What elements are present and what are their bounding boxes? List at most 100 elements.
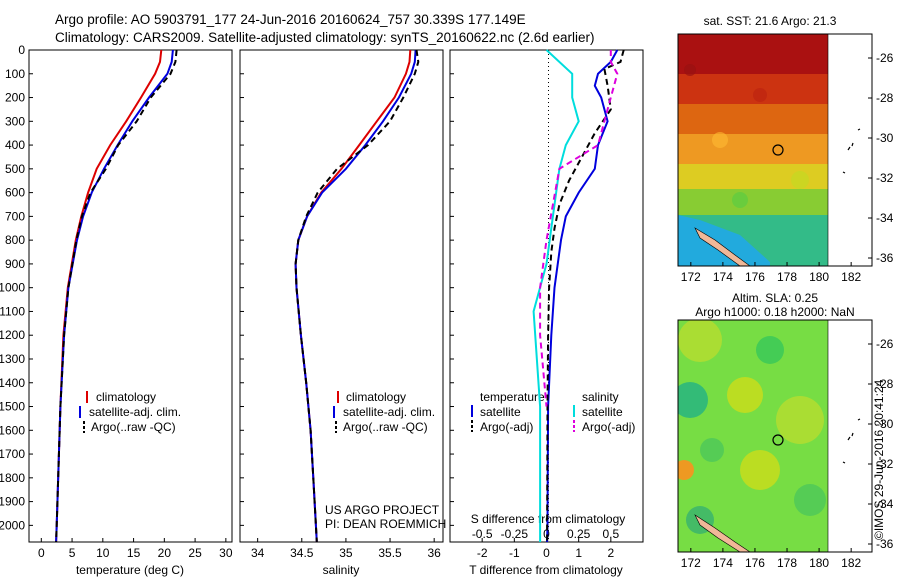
x-tick-label: 20: [158, 546, 172, 560]
series-line-s-satellite: [532, 49, 580, 542]
depth-tick-label: 1100: [0, 304, 25, 318]
map-latitude-label: -28: [876, 91, 894, 105]
s-difference-tick-label: 0.5: [602, 527, 619, 541]
depth-tick-label: 200: [5, 91, 25, 105]
depth-tick-label: 1700: [0, 447, 25, 461]
map-latitude-label: -36: [876, 251, 894, 265]
map-longitude-label: 180: [809, 270, 829, 284]
depth-tick-label: 800: [5, 233, 25, 247]
sla-argo-position-marker: [772, 434, 784, 446]
sla-map-title-line-2: Argo h1000: 0.18 h2000: NaN: [695, 305, 854, 319]
x-tick-label: -1: [509, 546, 520, 560]
depth-tick-label: 600: [5, 186, 25, 200]
sst-map: [678, 34, 828, 266]
legend-t-argo: Argo(-adj): [480, 420, 533, 434]
legend-t-satellite: satellite: [480, 405, 521, 419]
series-line-s-argo-adj-: [539, 50, 619, 407]
pi-annotation: PI: DEAN ROEMMICH: [325, 517, 446, 531]
x-tick-label: 36: [427, 546, 441, 560]
salinity-legend: climatology satellite-adj. clim. Argo(..…: [333, 390, 435, 434]
legend-argo: Argo(..raw -QC): [91, 420, 176, 434]
series-line-argo-raw-qc-: [55, 49, 178, 543]
s-difference-tick-label: -0.5: [472, 527, 493, 541]
sla-map-frame: [677, 319, 873, 553]
x-tick-label: -2: [477, 546, 488, 560]
sst-map-islands: [842, 128, 861, 174]
depth-tick-label: 1000: [0, 281, 25, 295]
sla-map-title-line-1: Altim. SLA: 0.25: [732, 291, 818, 305]
map-longitude-label: 176: [745, 556, 765, 570]
map-longitude-label: 182: [841, 556, 861, 570]
x-tick-label: 5: [69, 546, 76, 560]
map-longitude-label: 172: [681, 556, 701, 570]
legend-s-argo: Argo(-adj): [582, 420, 635, 434]
map-latitude-label: -36: [876, 537, 894, 551]
x-tick-label: 0: [543, 546, 550, 560]
depth-tick-label: 2000: [0, 518, 25, 532]
sla-map-islands: [842, 418, 861, 464]
legend-climatology: climatology: [96, 390, 156, 404]
sla-map: [678, 320, 828, 552]
salinity-plot-frame: [239, 49, 444, 543]
t-difference-axis-label: T difference from climatology: [469, 563, 623, 577]
temperature-axis-label: temperature (deg C): [76, 563, 184, 577]
x-tick-label: 10: [96, 546, 110, 560]
depth-tick-label: 700: [5, 209, 25, 223]
depth-tick-label: 1200: [0, 328, 25, 342]
legend-s-satellite: satellite: [582, 405, 623, 419]
x-tick-label: 34: [251, 546, 265, 560]
map-longitude-label: 172: [681, 270, 701, 284]
x-tick-label: 0: [38, 546, 45, 560]
depth-tick-label: 300: [5, 114, 25, 128]
depth-tick-label: 1800: [0, 471, 25, 485]
difference-legend: temperature satellite Argo(-adj) salinit…: [471, 390, 635, 434]
legend-salinity-heading: salinity: [582, 390, 619, 404]
map-longitude-label: 176: [745, 270, 765, 284]
temperature-legend: climatology satellite-adj. clim. Argo(..…: [79, 390, 181, 434]
map-longitude-label: 178: [777, 270, 797, 284]
map-latitude-label: -30: [876, 417, 894, 431]
map-latitude-label: -28: [876, 377, 894, 391]
sst-map-title: sat. SST: 21.6 Argo: 21.3: [704, 14, 837, 28]
map-longitude-label: 174: [713, 556, 733, 570]
figure-title-line-2: Climatology: CARS2009. Satellite-adjuste…: [55, 30, 595, 45]
depth-tick-label: 500: [5, 162, 25, 176]
depth-tick-label: 1500: [0, 400, 25, 414]
x-tick-label: 35.5: [378, 546, 402, 560]
depth-tick-label: 1900: [0, 495, 25, 509]
depth-tick-label: 1400: [0, 376, 25, 390]
depth-tick-label: 400: [5, 138, 25, 152]
x-tick-label: 1: [575, 546, 582, 560]
map-longitude-label: 182: [841, 270, 861, 284]
x-tick-label: 2: [607, 546, 614, 560]
map-latitude-label: -32: [876, 457, 894, 471]
depth-tick-label: 1600: [0, 423, 25, 437]
sst-argo-position-marker: [772, 144, 784, 156]
map-latitude-label: -26: [876, 337, 894, 351]
map-latitude-label: -34: [876, 497, 894, 511]
legend-satellite-adj: satellite-adj. clim.: [343, 405, 435, 419]
map-latitude-label: -32: [876, 171, 894, 185]
series-line-t-satellite: [546, 49, 619, 543]
map-longitude-label: 174: [713, 270, 733, 284]
depth-tick-label: 0: [18, 43, 25, 57]
s-difference-tick-label: 0.25: [567, 527, 591, 541]
x-tick-label: 25: [188, 546, 202, 560]
legend-argo: Argo(..raw -QC): [343, 420, 428, 434]
map-longitude-label: 180: [809, 556, 829, 570]
depth-tick-label: 1300: [0, 352, 25, 366]
x-tick-label: 34.5: [290, 546, 314, 560]
map-latitude-label: -30: [876, 131, 894, 145]
legend-temperature-heading: temperature: [480, 390, 545, 404]
s-difference-tick-label: -0.25: [501, 527, 529, 541]
sst-map-frame: [677, 33, 873, 267]
depth-tick-label: 900: [5, 257, 25, 271]
series-line-argo-raw-qc-: [294, 49, 420, 543]
map-longitude-label: 178: [777, 556, 797, 570]
depth-tick-label: 100: [5, 67, 25, 81]
project-annotation: US ARGO PROJECT: [325, 503, 440, 517]
salinity-axis-label: salinity: [323, 563, 360, 577]
imos-timestamp: ©IMOS 29-Jun-2016 20:41:24: [872, 379, 886, 540]
map-latitude-label: -26: [876, 51, 894, 65]
